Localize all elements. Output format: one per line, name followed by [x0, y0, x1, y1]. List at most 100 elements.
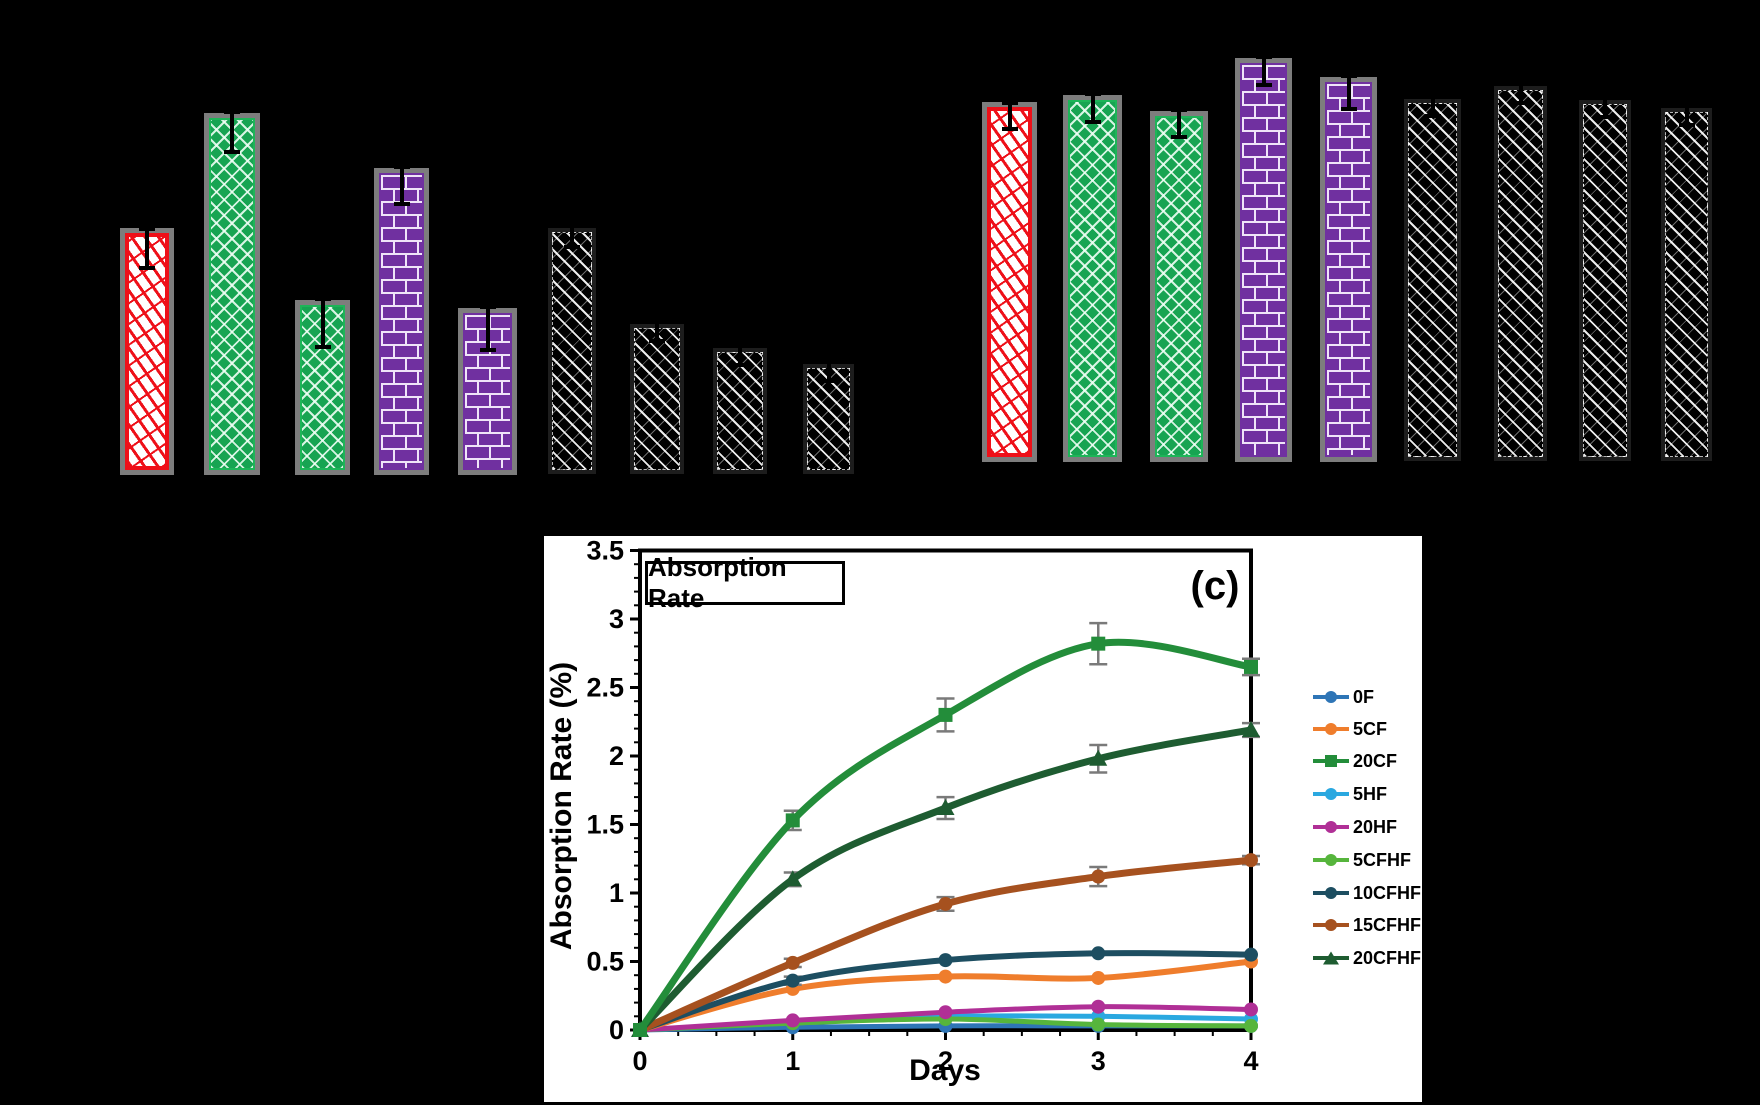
- line-chart-svg: 0 0.5 1 1.5 2 2.5 3 3.5 0 1 2 3 4: [586, 536, 1260, 1076]
- chart-title-box: Absorption Rate: [645, 552, 845, 613]
- legend-label: 15CFHF: [1353, 914, 1422, 935]
- marker-circle-15CFHF: [1244, 853, 1258, 868]
- legend-line: [1313, 919, 1349, 931]
- bar-purple-5: [1320, 74, 1377, 462]
- bar-black-9: [1661, 103, 1712, 461]
- legend-marker-triangle: [1323, 951, 1339, 965]
- legend-line: [1313, 951, 1349, 965]
- legend-item-0F: 0F: [1313, 686, 1374, 708]
- marker-square-20CF: [938, 707, 953, 722]
- legend-line: [1313, 887, 1349, 899]
- marker-square-20CF: [1244, 659, 1258, 674]
- legend-label: 5CF: [1353, 718, 1388, 739]
- x-tick-label: 2: [938, 1046, 953, 1076]
- legend-item-5CFHF: 5CFHF: [1313, 849, 1411, 871]
- marker-circle-20HF: [1091, 999, 1106, 1014]
- legend-marker-circle: [1325, 691, 1337, 703]
- marker-triangle-20CFHF: [1242, 720, 1260, 737]
- marker-circle-10CFHF: [1244, 947, 1258, 962]
- y-tick-label: 2: [609, 741, 624, 771]
- error-bar: [564, 223, 580, 249]
- bar-green-3: [1150, 108, 1208, 462]
- y-tick-label: 1.5: [586, 810, 624, 840]
- legend-marker-circle: [1325, 887, 1337, 899]
- legend-line: [1313, 755, 1349, 767]
- series-line-20CF: [636, 638, 1255, 1034]
- marker-circle-20HF: [1244, 1002, 1258, 1017]
- legend-label: 20CF: [1353, 750, 1398, 771]
- legend-marker-circle: [1325, 788, 1337, 800]
- bar-black-8: [713, 343, 767, 474]
- error-bar: [393, 165, 410, 206]
- error-bar: [1171, 108, 1187, 139]
- bar-black-7: [1494, 81, 1547, 461]
- legend-item-20CF: 20CF: [1313, 750, 1397, 772]
- legend-item-5HF: 5HF: [1313, 783, 1387, 805]
- legend-label: 0F: [1353, 686, 1375, 707]
- x-axis-title: Days: [909, 1054, 981, 1087]
- marker-circle-20HF: [785, 1013, 800, 1028]
- bar-purple-4: [1235, 55, 1292, 462]
- marker-square-20CF: [633, 1023, 647, 1037]
- y-tick-label: 3: [609, 604, 624, 634]
- legend-marker-square: [1325, 755, 1337, 767]
- x-tick-label: 1: [785, 1046, 800, 1076]
- legend-marker-circle: [1325, 723, 1337, 735]
- error-bar: [1340, 74, 1357, 111]
- legend-marker-circle: [1325, 854, 1337, 866]
- x-tick-label: 3: [1091, 1046, 1106, 1076]
- error-bar: [1512, 81, 1529, 105]
- error-bar: [820, 359, 837, 383]
- bar-black-6: [1404, 94, 1461, 461]
- legend-label: 5CFHF: [1353, 849, 1411, 870]
- x-tick-label: 0: [632, 1046, 647, 1076]
- y-tick-label: 1: [609, 878, 624, 908]
- marker-circle-15CFHF: [785, 955, 800, 970]
- panel-label-c: (c): [1190, 564, 1240, 608]
- bar-green-2: [1063, 92, 1122, 462]
- y-tick-label: 0.5: [586, 947, 624, 977]
- legend-label: 20CFHF: [1353, 947, 1422, 968]
- marker-circle-20HF: [938, 1005, 953, 1020]
- y-axis-title: Absorption Rate (%): [545, 661, 578, 951]
- x-tick-label: 4: [1243, 1046, 1258, 1076]
- legend-marker-circle: [1325, 919, 1337, 931]
- error-bar: [139, 227, 155, 270]
- bar-red-1: [982, 101, 1037, 462]
- legend-line: [1313, 821, 1349, 833]
- legend-label: 10CFHF: [1353, 882, 1422, 903]
- y-tick-label: 2.5: [586, 673, 624, 703]
- marker-square-20CF: [1091, 636, 1106, 651]
- marker-circle-10CFHF: [1091, 946, 1106, 961]
- bar-black-7: [630, 319, 684, 474]
- bar-purple-4: [374, 165, 429, 475]
- marker-circle-5CFHF: [1244, 1018, 1258, 1033]
- error-bar: [224, 110, 240, 154]
- legend-line: [1313, 788, 1349, 800]
- y-tick-label: 0: [609, 1015, 624, 1045]
- line-chart-panel: 0 0.5 1 1.5 2 2.5 3 3.5 0 1 2 3 4 Absorption Rate (c…: [544, 536, 1422, 1102]
- error-bar: [1001, 101, 1018, 131]
- legend-marker-circle: [1325, 821, 1337, 833]
- y-tick-label: 3.5: [586, 536, 624, 566]
- chart-title: Absorption Rate: [648, 552, 787, 613]
- error-bar: [1424, 94, 1441, 118]
- error-bar: [314, 297, 331, 349]
- legend-line: [1313, 854, 1349, 866]
- error-bar: [1255, 55, 1272, 87]
- marker-circle-5CFHF: [1091, 1017, 1106, 1032]
- legend-item-10CFHF: 10CFHF: [1313, 882, 1421, 904]
- legend-label: 20HF: [1353, 816, 1398, 837]
- legend-item-20CFHF: 20CFHF: [1313, 947, 1421, 969]
- bar-black-6: [548, 223, 596, 474]
- marker-triangle-20CFHF: [936, 799, 955, 816]
- marker-square-20CF: [785, 813, 800, 828]
- error-bar: [649, 319, 665, 343]
- bar-black-8: [1579, 95, 1631, 461]
- marker-circle-5CF: [938, 969, 953, 984]
- legend-line: [1313, 723, 1349, 735]
- marker-circle-10CFHF: [785, 973, 800, 988]
- marker-circle-5CF: [1091, 970, 1106, 985]
